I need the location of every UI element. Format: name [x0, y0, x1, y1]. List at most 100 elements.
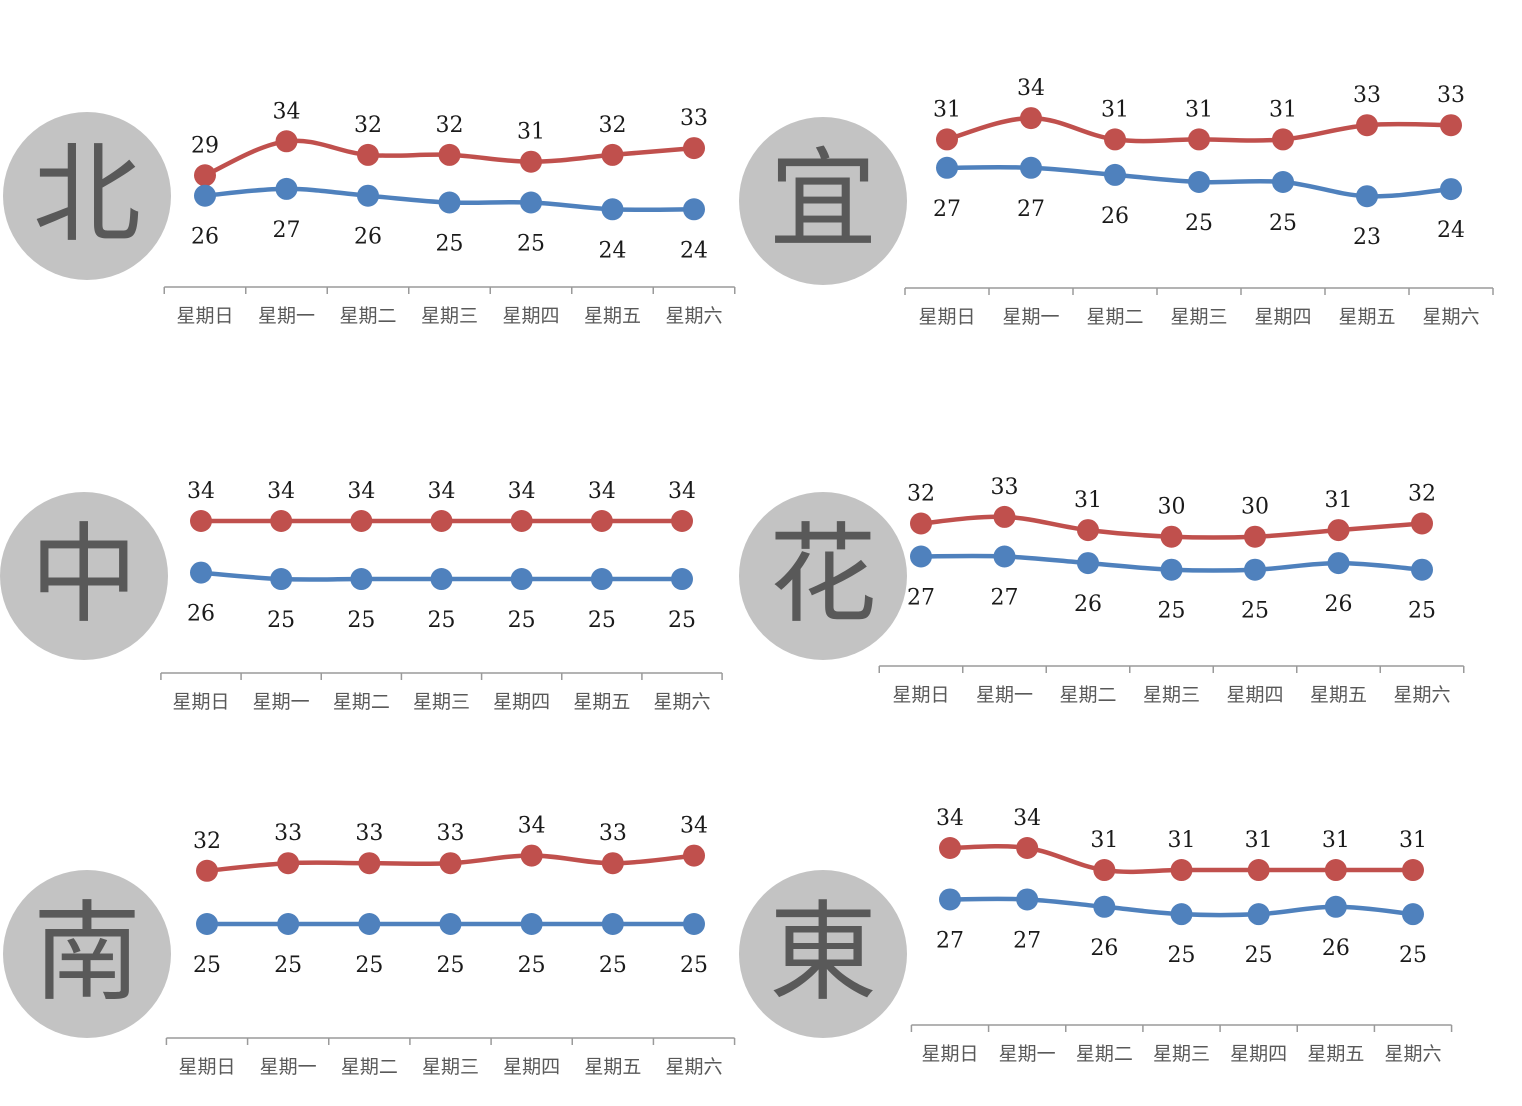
x-tick-label: 星期日 — [176, 305, 233, 327]
x-tick-label: 星期三 — [421, 305, 478, 327]
high-temp-label: 31 — [1399, 828, 1427, 853]
low-temp-point — [357, 184, 379, 207]
low-temp-label: 26 — [187, 602, 215, 627]
region-badge-south: 南 — [3, 870, 171, 1038]
low-temp-point — [683, 913, 705, 935]
line-chart-central: 星期日 星期一 星期二 星期三 星期四 星期五 星期六 34 34 34 34 34 34 34 26 25 2… — [160, 479, 723, 713]
x-tick-label: 星期二 — [1076, 1043, 1133, 1065]
high-temp-label: 31 — [1322, 828, 1350, 853]
low-temp-point — [1356, 185, 1378, 208]
low-temp-label: 25 — [274, 953, 302, 978]
region-badge-north: 北 — [3, 112, 171, 280]
low-temp-label: 25 — [1158, 599, 1186, 624]
high-temp-point — [601, 143, 624, 166]
low-temp-label: 27 — [933, 197, 961, 222]
x-tick-label: 星期一 — [1002, 306, 1059, 328]
low-temp-point — [1411, 558, 1433, 581]
high-temp-point — [1244, 525, 1266, 548]
low-temp-point — [939, 888, 961, 911]
low-temp-label: 25 — [518, 953, 546, 978]
low-temp-label: 25 — [588, 608, 616, 633]
x-tick-label: 星期六 — [653, 691, 710, 713]
x-tick-label: 星期日 — [918, 306, 975, 328]
high-temp-point — [430, 510, 453, 532]
high-temp-point — [1170, 859, 1193, 882]
high-temp-label: 34 — [680, 814, 708, 839]
high-temp-label: 34 — [518, 814, 546, 839]
low-temp-label: 26 — [1322, 936, 1350, 961]
high-temp-label: 32 — [354, 113, 382, 138]
low-temp-point — [601, 198, 624, 221]
low-temp-label: 24 — [680, 238, 708, 263]
x-tick-label: 星期三 — [413, 691, 470, 713]
low-temp-point — [1272, 171, 1294, 193]
high-temp-point — [939, 837, 961, 859]
low-temp-label: 27 — [991, 586, 1019, 611]
x-tick-label: 星期五 — [1310, 684, 1367, 706]
high-temp-label: 34 — [1017, 76, 1045, 101]
high-temp-label: 34 — [347, 479, 375, 504]
high-temp-point — [1016, 837, 1039, 859]
x-tick-label: 星期三 — [1170, 306, 1227, 328]
x-tick-label: 星期二 — [339, 305, 396, 327]
high-temp-point — [520, 150, 542, 173]
high-temp-point — [439, 852, 462, 875]
high-temp-point — [1020, 107, 1042, 130]
high-temp-point — [1324, 859, 1347, 882]
x-tick-label: 星期四 — [493, 691, 550, 713]
low-temp-point — [520, 913, 543, 935]
low-temp-label: 25 — [267, 608, 295, 633]
low-temp-point — [1402, 903, 1424, 926]
low-temp-point — [1324, 895, 1347, 918]
x-tick-label: 星期六 — [665, 305, 722, 327]
x-tick-label: 星期三 — [1143, 684, 1200, 706]
low-temp-label: 27 — [1017, 197, 1045, 222]
low-temp-label: 25 — [599, 953, 627, 978]
high-temp-label: 31 — [1090, 828, 1118, 853]
low-temp-label: 25 — [1168, 943, 1196, 968]
low-temp-point — [683, 198, 705, 221]
high-temp-label: 33 — [1437, 83, 1465, 108]
low-temp-label: 24 — [599, 238, 627, 263]
x-tick-label: 星期六 — [1393, 684, 1450, 706]
high-temp-point — [910, 512, 932, 535]
high-temp-label: 31 — [517, 120, 545, 145]
high-temp-label: 31 — [933, 97, 961, 122]
high-temp-point — [1104, 128, 1126, 151]
x-tick-label: 星期三 — [1153, 1043, 1210, 1065]
high-temp-point — [1188, 128, 1210, 151]
high-temp-label: 32 — [193, 829, 221, 854]
high-temp-point — [1160, 525, 1183, 548]
low-temp-label: 25 — [1399, 943, 1427, 968]
low-temp-label: 27 — [273, 218, 301, 243]
high-temp-label: 33 — [680, 106, 708, 131]
low-temp-point — [277, 913, 300, 935]
line-chart-north: 星期日 星期一 星期二 星期三 星期四 星期五 星期六 29 34 32 32 31 32 33 26 27 2… — [163, 99, 736, 327]
region-badge-east: 東 — [739, 870, 907, 1038]
high-temp-label: 33 — [355, 821, 383, 846]
x-tick-label: 星期日 — [892, 684, 949, 706]
high-temp-point — [1440, 114, 1462, 137]
line-chart-yilan: 星期日 星期一 星期二 星期三 星期四 星期五 星期六 31 34 31 31 31 33 33 27 27 2… — [904, 76, 1494, 328]
high-temp-label: 32 — [1408, 482, 1436, 507]
high-temp-label: 31 — [1185, 97, 1213, 122]
x-tick-label: 星期五 — [1338, 306, 1395, 328]
low-temp-point — [430, 568, 453, 591]
high-temp-label: 34 — [668, 479, 696, 504]
high-temp-label: 31 — [1269, 97, 1297, 122]
high-temp-point — [438, 143, 461, 166]
high-temp-point — [270, 510, 293, 532]
low-temp-point — [1104, 163, 1126, 186]
high-temp-point — [1093, 859, 1116, 882]
high-temp-point — [190, 510, 212, 532]
low-temp-point — [1327, 552, 1350, 575]
low-temp-label: 23 — [1353, 225, 1381, 250]
low-temp-point — [520, 191, 542, 214]
x-tick-label: 星期二 — [333, 691, 390, 713]
low-temp-point — [190, 561, 212, 584]
high-temp-point — [683, 137, 705, 160]
x-tick-label: 星期五 — [584, 305, 641, 327]
low-temp-point — [1440, 178, 1462, 201]
x-tick-label: 星期六 — [665, 1056, 722, 1078]
low-temp-point — [439, 913, 462, 935]
